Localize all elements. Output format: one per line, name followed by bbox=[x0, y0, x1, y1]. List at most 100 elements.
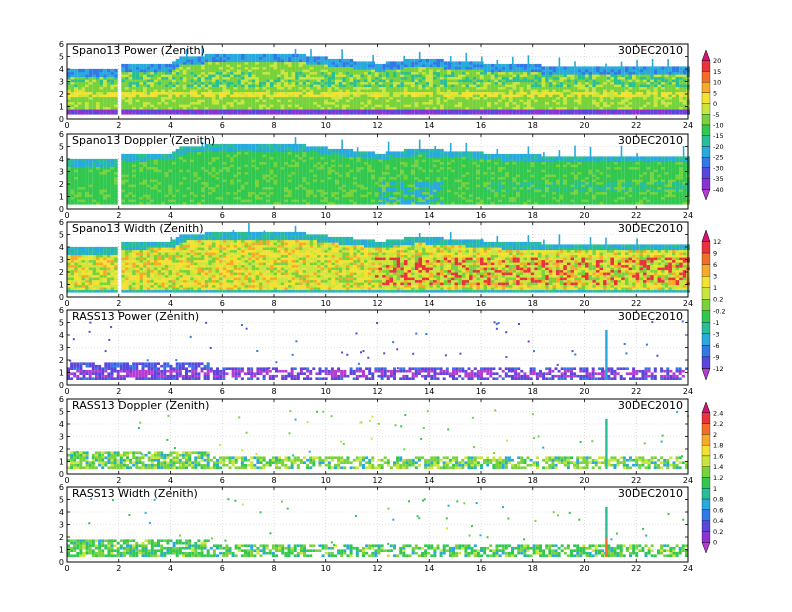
cell bbox=[125, 154, 129, 157]
cell bbox=[295, 49, 297, 57]
cell bbox=[219, 144, 223, 147]
x-tick-label: 0 bbox=[64, 121, 69, 130]
cell bbox=[563, 66, 567, 69]
cell bbox=[154, 154, 158, 157]
cell bbox=[497, 60, 499, 66]
cell bbox=[248, 144, 252, 147]
y-tick-label: 2 bbox=[59, 90, 64, 99]
cell bbox=[143, 64, 147, 67]
cell bbox=[360, 61, 364, 64]
cell bbox=[379, 64, 383, 67]
cell bbox=[426, 59, 430, 62]
cell bbox=[103, 69, 107, 72]
cell bbox=[382, 64, 386, 67]
cell bbox=[484, 64, 488, 67]
cell bbox=[516, 64, 520, 67]
cell bbox=[150, 154, 154, 157]
cell bbox=[403, 56, 405, 62]
cell bbox=[71, 159, 75, 162]
cell bbox=[596, 66, 600, 69]
x-tick-label: 18 bbox=[528, 121, 538, 130]
cell bbox=[393, 61, 397, 64]
cell bbox=[277, 144, 281, 147]
cell bbox=[469, 61, 473, 64]
cell bbox=[168, 154, 172, 157]
cell bbox=[96, 159, 100, 162]
cell bbox=[578, 66, 582, 69]
cell bbox=[429, 59, 433, 62]
cell bbox=[136, 154, 140, 157]
cell bbox=[245, 54, 249, 57]
y-tick-label: 1 bbox=[59, 103, 64, 112]
cell bbox=[621, 62, 623, 68]
x-tick-label: 12 bbox=[372, 121, 382, 130]
cell bbox=[226, 144, 230, 147]
cell bbox=[647, 66, 651, 69]
cell bbox=[299, 144, 303, 147]
x-tick-label: 20 bbox=[579, 121, 589, 130]
cell bbox=[107, 159, 111, 162]
cell bbox=[450, 56, 452, 62]
cell bbox=[346, 59, 350, 62]
cell bbox=[310, 49, 312, 58]
cell bbox=[400, 61, 404, 64]
cell bbox=[458, 61, 462, 64]
cell bbox=[440, 59, 444, 62]
cell bbox=[205, 54, 209, 57]
cell bbox=[96, 69, 100, 72]
cell bbox=[140, 154, 144, 157]
cell bbox=[455, 61, 459, 64]
cell bbox=[658, 66, 662, 69]
x-tick-label: 6 bbox=[220, 121, 225, 130]
cell bbox=[498, 64, 502, 67]
cell bbox=[176, 149, 180, 152]
cell bbox=[574, 61, 576, 67]
cell bbox=[114, 159, 118, 162]
x-tick-label: 22 bbox=[631, 121, 641, 130]
cell bbox=[654, 66, 658, 69]
cell bbox=[288, 54, 292, 57]
cell bbox=[451, 61, 455, 64]
data-cells bbox=[67, 137, 690, 204]
cell bbox=[605, 64, 607, 68]
cell bbox=[208, 54, 212, 57]
cell bbox=[502, 64, 506, 67]
cell bbox=[288, 144, 292, 147]
x-tick-label: 16 bbox=[476, 121, 486, 130]
cell bbox=[248, 54, 252, 57]
cell bbox=[372, 55, 374, 65]
cell bbox=[419, 52, 421, 61]
cell bbox=[353, 61, 357, 64]
cell bbox=[466, 53, 468, 64]
cell bbox=[523, 64, 527, 67]
cell bbox=[324, 56, 328, 59]
cell bbox=[303, 54, 307, 57]
cell bbox=[274, 54, 278, 57]
cell bbox=[350, 59, 354, 62]
cell bbox=[103, 159, 107, 162]
cell bbox=[610, 66, 614, 69]
cell bbox=[368, 61, 372, 64]
cell bbox=[639, 66, 643, 69]
cell bbox=[85, 159, 89, 162]
cell bbox=[462, 61, 466, 64]
cell bbox=[560, 66, 564, 69]
cell bbox=[487, 64, 491, 67]
cell bbox=[491, 64, 495, 67]
cell bbox=[364, 61, 368, 64]
cell bbox=[121, 154, 125, 157]
x-tick-label: 2 bbox=[116, 121, 121, 130]
cell bbox=[230, 144, 234, 147]
cell bbox=[165, 64, 169, 67]
cell bbox=[82, 69, 86, 72]
cell bbox=[111, 69, 115, 72]
cell bbox=[168, 64, 172, 67]
cell bbox=[143, 154, 147, 157]
cell bbox=[158, 64, 162, 67]
cell bbox=[592, 66, 596, 69]
cell bbox=[505, 64, 509, 67]
cell bbox=[114, 69, 118, 72]
cell bbox=[165, 154, 169, 157]
